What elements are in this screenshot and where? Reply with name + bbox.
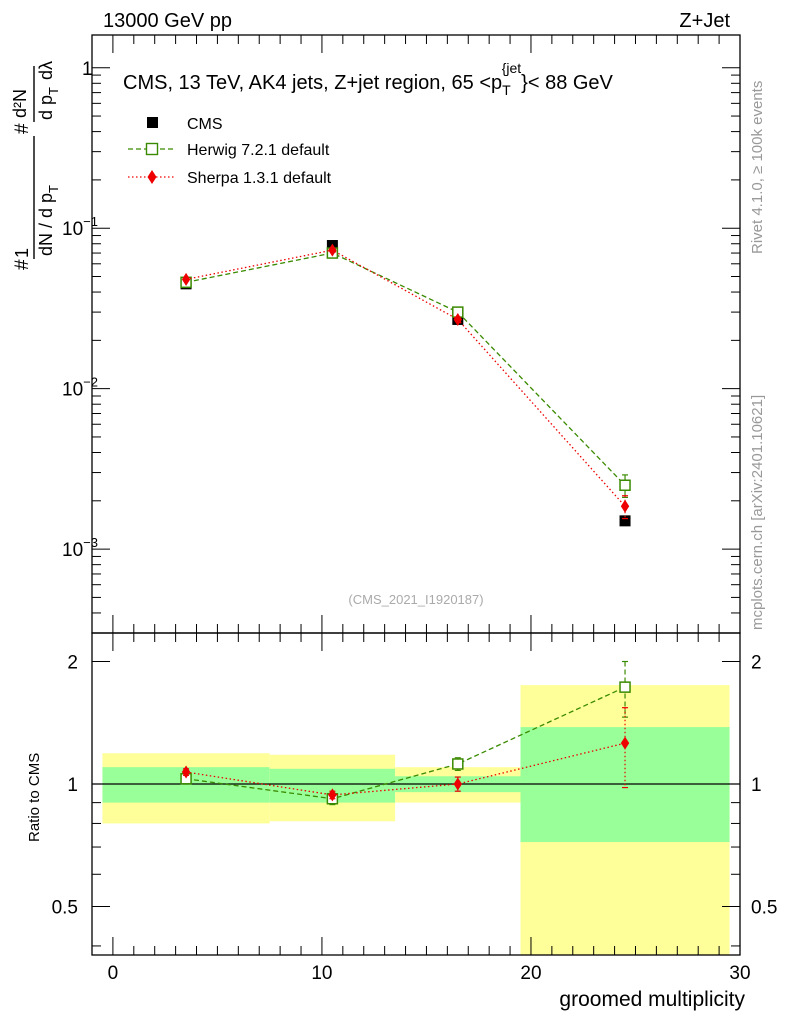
data-point: [181, 272, 191, 286]
header-left: 13000 GeV pp: [103, 10, 232, 32]
title-sup: {jet: [502, 60, 522, 76]
series-line: [185, 686, 626, 800]
title-sub: T: [502, 82, 511, 98]
data-point: [620, 736, 630, 750]
ratio-y-tick-label-right: 1: [751, 775, 762, 796]
ratio-y-tick-label: 2: [67, 653, 78, 674]
series-line: [185, 742, 626, 796]
ratio-bands: [102, 685, 730, 955]
ylabel-frac2-num: d²N: [10, 89, 30, 118]
ylabel-lambda: dλ: [36, 61, 56, 80]
series-line: [185, 252, 626, 486]
ratio-y-tick-label-right: 2: [751, 653, 762, 674]
y-tick-exponent: −1: [83, 214, 98, 229]
legend-sherpa-marker: [147, 170, 157, 184]
legend-herwig-label: Herwig 7.2.1 default: [187, 142, 330, 159]
data-point: [181, 765, 191, 779]
ylabel-frac1-den: dN / d pT: [36, 185, 61, 256]
data-point: [620, 499, 630, 513]
ylabel-frac1-num: 1: [12, 248, 32, 258]
ratio-y-tick-label-right: 0.5: [751, 897, 777, 918]
data-point: [452, 758, 464, 770]
y-tick-exponent: −3: [83, 535, 98, 550]
x-tick-label: 0: [108, 963, 119, 984]
main-axis-ticks: 110−110−210−3: [62, 35, 741, 634]
ylabel-hash1: #: [12, 259, 33, 270]
x-tick-label: 10: [311, 963, 332, 984]
legend-cms-marker: [147, 117, 158, 128]
legend-cms-label: CMS: [187, 116, 223, 133]
ratio-axis-ticks: 2 2 1 1 0.5 0.5 0 10 20 30: [52, 633, 777, 984]
analysis-watermark: (CMS_2021_I1920187): [348, 592, 483, 607]
y-tick-label: 1: [82, 59, 93, 80]
x-tick-label: 20: [520, 963, 541, 984]
title-part-a: CMS, 13 TeV, AK4 jets, Z+jet region, 65 …: [123, 72, 502, 94]
y-tick-exponent: −2: [83, 375, 98, 390]
ylabel-frac2-den: d pT: [36, 87, 61, 120]
data-point: [328, 788, 337, 802]
data-point: [619, 479, 631, 492]
legend: CMS Herwig 7.2.1 default Sherpa 1.3.1 de…: [128, 116, 332, 187]
data-point: [619, 515, 631, 527]
x-axis-label: groomed multiplicity: [559, 988, 745, 1011]
main-y-axis-label: # 1 dN / d pT # d²N d pT dλ: [10, 61, 61, 270]
x-tick-label: 30: [729, 963, 750, 984]
data-point: [619, 681, 631, 693]
ratio-y-tick-label: 1: [67, 775, 78, 796]
header-right: Z+Jet: [679, 10, 730, 32]
ratio-y-axis-label: Ratio to CMS: [26, 753, 43, 842]
series-line: [185, 249, 626, 507]
data-point: [328, 243, 337, 257]
ratio-y-tick-label: 0.5: [52, 897, 78, 918]
ratio-panel-frame: [91, 632, 741, 956]
data-point: [453, 777, 463, 791]
chart-title: CMS, 13 TeV, AK4 jets, Z+jet region, 65 …: [123, 60, 614, 98]
data-point: [453, 312, 463, 326]
rivet-label: Rivet 4.1.0, ≥ 100k events: [749, 81, 766, 254]
mcplots-label: mcplots.cern.ch [arXiv:2401.10621]: [749, 395, 766, 630]
ratio-data: [180, 660, 631, 806]
legend-sherpa-label: Sherpa 1.3.1 default: [187, 170, 332, 187]
title-part-b: }< 88 GeV: [521, 72, 613, 94]
legend-herwig-marker: [145, 142, 159, 156]
ylabel-hash2: #: [12, 123, 33, 134]
main-data: [180, 240, 631, 527]
